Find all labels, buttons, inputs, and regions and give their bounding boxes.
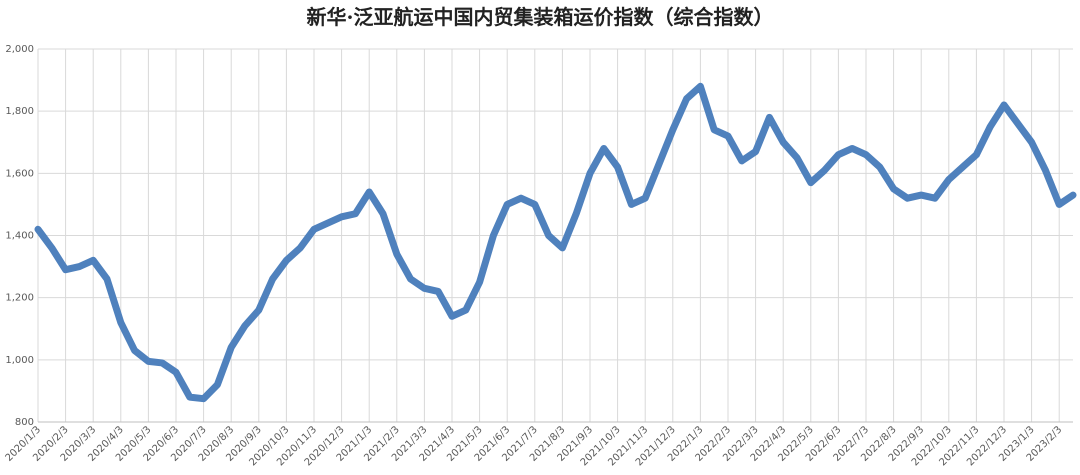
y-tick-label: 1,400 (5, 231, 34, 242)
line (34, 82, 1077, 403)
y-tick-label: 1,000 (5, 355, 34, 366)
chart-title: 新华·泛亚航运中国内贸集装箱运价指数（综合指数） (307, 5, 774, 29)
y-tick-label: 1,800 (5, 106, 34, 117)
y-tick-label: 1,200 (5, 293, 34, 304)
y-tick-label: 1,600 (5, 168, 34, 179)
y-tick-label: 2,000 (5, 44, 34, 55)
y-tick-label: 800 (15, 417, 34, 428)
